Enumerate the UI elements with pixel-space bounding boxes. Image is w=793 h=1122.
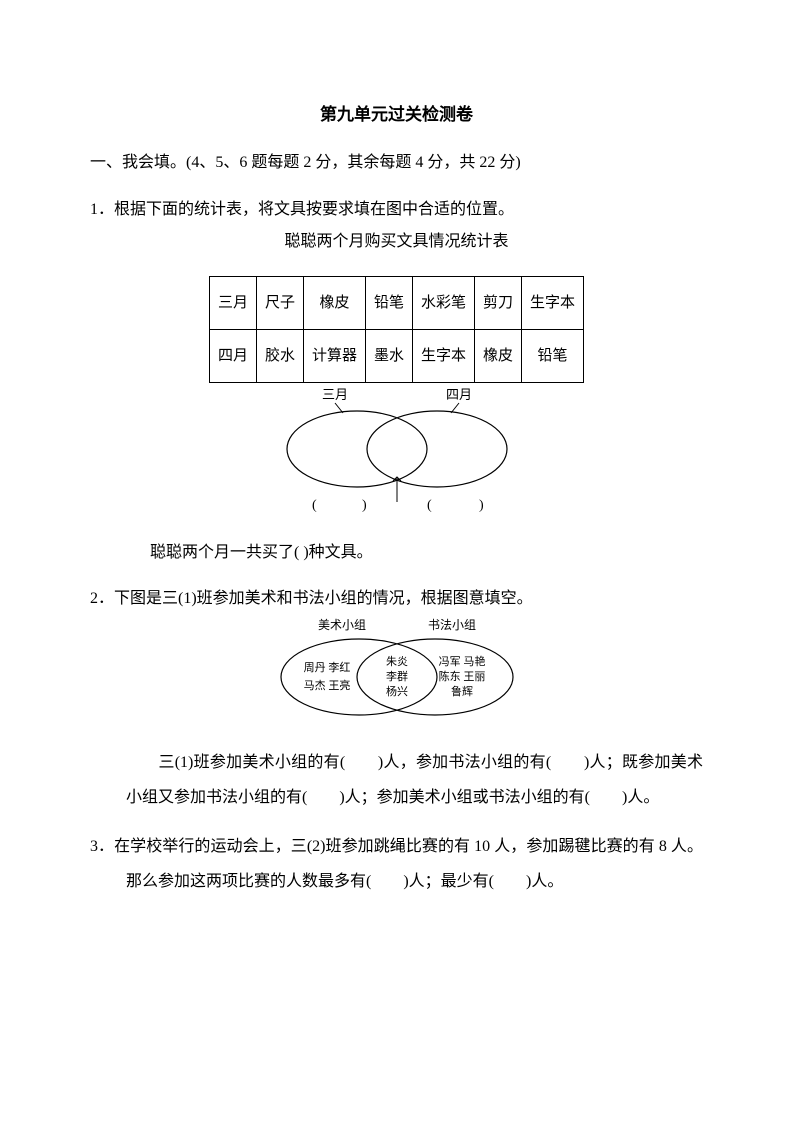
q1-prompt: 1．根据下面的统计表，将文具按要求填在图中合适的位置。 (90, 194, 703, 226)
venn-left-bracket2: ) (362, 498, 367, 513)
table-row: 三月 尺子 橡皮 铅笔 水彩笔 剪刀 生字本 (209, 276, 583, 329)
q2-prompt: 2．下图是三(1)班参加美术和书法小组的情况，根据图意填空。 (90, 583, 703, 615)
table-cell: 橡皮 (475, 329, 522, 382)
table-cell: 计算器 (303, 329, 365, 382)
table-cell: 三月 (209, 276, 256, 329)
q2-mid-names-2: 李群 (386, 669, 408, 683)
q2-left-title: 美术小组 (317, 618, 365, 632)
page-title: 第九单元过关检测卷 (90, 100, 703, 125)
venn-left-label: 三月 (321, 387, 347, 402)
question-3: 3．在学校举行的运动会上，三(2)班参加跳绳比赛的有 10 人，参加踢毽比赛的有… (90, 829, 703, 899)
venn-right-bracket: ( (427, 498, 432, 513)
q1-answer-line: 聪聪两个月一共买了( )种文具。 (90, 537, 703, 569)
q2-right-title: 书法小组 (427, 618, 475, 632)
table-cell: 尺子 (256, 276, 303, 329)
table-row: 四月 胶水 计算器 墨水 生字本 橡皮 铅笔 (209, 329, 583, 382)
q2-right-names-1: 冯军 马艳 (438, 654, 485, 668)
table-cell: 生字本 (413, 329, 475, 382)
q3-prompt: 3．在学校举行的运动会上，三(2)班参加跳绳比赛的有 10 人，参加踢毽比赛的有… (90, 829, 703, 899)
question-2: 2．下图是三(1)班参加美术和书法小组的情况，根据图意填空。 美术小组 书法小组… (90, 583, 703, 815)
question-1: 1．根据下面的统计表，将文具按要求填在图中合适的位置。 聪聪两个月购买文具情况统… (90, 194, 703, 569)
table-cell: 胶水 (256, 329, 303, 382)
q1-venn-diagram: 三月 四月 ( ) ( ) (90, 387, 703, 529)
q2-left-names-1: 周丹 李红 (303, 660, 350, 674)
q2-text: 三(1)班参加美术小组的有( )人，参加书法小组的有( )人；既参加美术小组又参… (90, 745, 703, 815)
table-cell: 墨水 (365, 329, 412, 382)
q2-left-names-2: 马杰 王亮 (303, 678, 350, 692)
q2-mid-names-1: 朱炎 (386, 655, 408, 668)
table-cell: 铅笔 (522, 329, 584, 382)
q2-venn-diagram: 美术小组 书法小组 周丹 李红 马杰 王亮 朱炎 李群 杨兴 冯军 马艳 陈东 … (90, 615, 703, 737)
q2-right-names-2: 陈东 王丽 (438, 669, 485, 683)
q2-right-names-3: 鲁辉 (451, 684, 473, 698)
table-cell: 生字本 (522, 276, 584, 329)
section-1-heading: 一、我会填。(4、5、6 题每题 2 分，其余每题 4 分，共 22 分) (90, 149, 703, 178)
q1-table-caption: 聪聪两个月购买文具情况统计表 (90, 226, 703, 258)
table-cell: 四月 (209, 329, 256, 382)
table-cell: 橡皮 (303, 276, 365, 329)
table-cell: 剪刀 (475, 276, 522, 329)
venn-right-label: 四月 (445, 387, 471, 402)
venn-right-bracket2: ) (479, 498, 484, 513)
table-cell: 水彩笔 (413, 276, 475, 329)
q1-table: 三月 尺子 橡皮 铅笔 水彩笔 剪刀 生字本 四月 胶水 计算器 墨水 生字本 … (209, 276, 584, 383)
q2-mid-names-3: 杨兴 (386, 684, 408, 698)
venn-left-bracket: ( (312, 498, 317, 513)
table-cell: 铅笔 (365, 276, 412, 329)
